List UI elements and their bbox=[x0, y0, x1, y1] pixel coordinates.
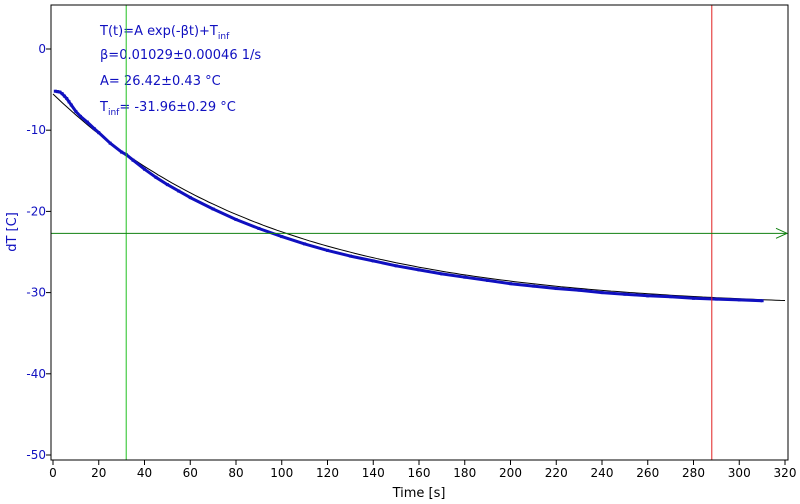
data-point bbox=[69, 103, 73, 107]
data-point bbox=[62, 94, 66, 98]
data-point bbox=[554, 287, 558, 291]
data-series-layer bbox=[53, 89, 764, 303]
data-point bbox=[486, 278, 490, 282]
fit-annotation-line: β=0.01029±0.00046 1/s bbox=[100, 48, 261, 63]
data-point bbox=[463, 275, 467, 279]
marker-lines bbox=[51, 5, 789, 460]
fit-curve-layer bbox=[52, 93, 786, 301]
x-tick-label: 220 bbox=[545, 466, 568, 480]
x-tick-label: 80 bbox=[228, 466, 243, 480]
x-tick-label: 180 bbox=[453, 466, 476, 480]
x-tick-label: 40 bbox=[137, 466, 152, 480]
data-point bbox=[326, 248, 329, 252]
fit-annotation-line: T(t)=A exp(-βt)+Tinf bbox=[99, 24, 230, 42]
data-point bbox=[65, 97, 69, 101]
data-point bbox=[60, 92, 64, 96]
y-axis-label: dT [C] bbox=[5, 212, 20, 252]
y-tick-label: -30 bbox=[26, 286, 46, 300]
data-point bbox=[120, 150, 124, 154]
fit-annotation-line: A= 26.42±0.43 °C bbox=[100, 74, 221, 89]
data-point bbox=[257, 226, 261, 230]
x-tick-label: 280 bbox=[682, 466, 705, 480]
fit-curve bbox=[52, 93, 786, 301]
data-point bbox=[131, 158, 135, 162]
data-point bbox=[188, 196, 192, 200]
data-point bbox=[67, 100, 71, 104]
data-point bbox=[371, 259, 375, 263]
data-point bbox=[440, 272, 444, 276]
x-axis: 0 20 40 60 80 100 120 140 160 180 200 220 240 260 280 3… bbox=[49, 460, 796, 480]
data-point bbox=[714, 297, 718, 301]
data-point bbox=[280, 235, 284, 239]
arrow-head-icon bbox=[775, 227, 789, 239]
data-point bbox=[692, 296, 695, 300]
data-point bbox=[623, 292, 627, 296]
y-tick-label: -10 bbox=[26, 123, 46, 137]
data-point bbox=[58, 90, 62, 94]
data-point bbox=[600, 291, 604, 295]
data-point bbox=[348, 254, 352, 258]
x-tick-label: 320 bbox=[774, 466, 797, 480]
data-point bbox=[78, 114, 82, 118]
x-tick-label: 120 bbox=[316, 466, 339, 480]
fit-annotations: T(t)=A exp(-βt)+Tinf β=0.01029±0.00046 1/… bbox=[99, 24, 261, 118]
data-point bbox=[92, 127, 96, 131]
x-tick-label: 260 bbox=[636, 466, 659, 480]
data-point bbox=[509, 282, 512, 286]
data-point bbox=[177, 189, 181, 193]
data-point bbox=[577, 288, 581, 292]
data-point bbox=[737, 298, 741, 302]
data-point bbox=[97, 131, 101, 135]
data-point bbox=[74, 110, 78, 114]
x-axis-label: Time [s] bbox=[392, 486, 446, 501]
y-tick-label: -50 bbox=[26, 448, 46, 462]
y-tick-label: -40 bbox=[26, 367, 46, 381]
data-point bbox=[108, 141, 112, 145]
data-point bbox=[303, 242, 307, 246]
data-point bbox=[165, 183, 169, 187]
x-tick-label: 240 bbox=[591, 466, 614, 480]
data-point bbox=[56, 90, 60, 94]
data-point bbox=[394, 264, 398, 268]
fit-annotation-line: Tinf= -31.96±0.29 °C bbox=[99, 100, 236, 118]
y-axis: 0 -10 -20 -30 -40 -50 bbox=[26, 42, 51, 462]
x-tick-label: 0 bbox=[49, 466, 57, 480]
data-series-line bbox=[55, 89, 763, 303]
data-point bbox=[234, 218, 238, 222]
data-point bbox=[53, 89, 57, 93]
x-tick-label: 200 bbox=[499, 466, 522, 480]
y-tick-label: 0 bbox=[38, 42, 46, 56]
x-tick-label: 20 bbox=[91, 466, 106, 480]
x-tick-label: 100 bbox=[270, 466, 293, 480]
x-tick-label: 140 bbox=[362, 466, 385, 480]
x-tick-label: 160 bbox=[408, 466, 431, 480]
x-tick-label: 60 bbox=[183, 466, 198, 480]
data-point bbox=[531, 284, 535, 288]
y-tick-label: -20 bbox=[26, 204, 46, 218]
data-point bbox=[417, 268, 421, 272]
data-point bbox=[646, 294, 650, 298]
data-point bbox=[154, 175, 158, 179]
data-point bbox=[85, 120, 89, 124]
data-point bbox=[669, 295, 673, 299]
data-point bbox=[760, 299, 764, 303]
data-point bbox=[143, 167, 146, 171]
x-tick-label: 300 bbox=[728, 466, 751, 480]
data-point bbox=[211, 207, 215, 211]
